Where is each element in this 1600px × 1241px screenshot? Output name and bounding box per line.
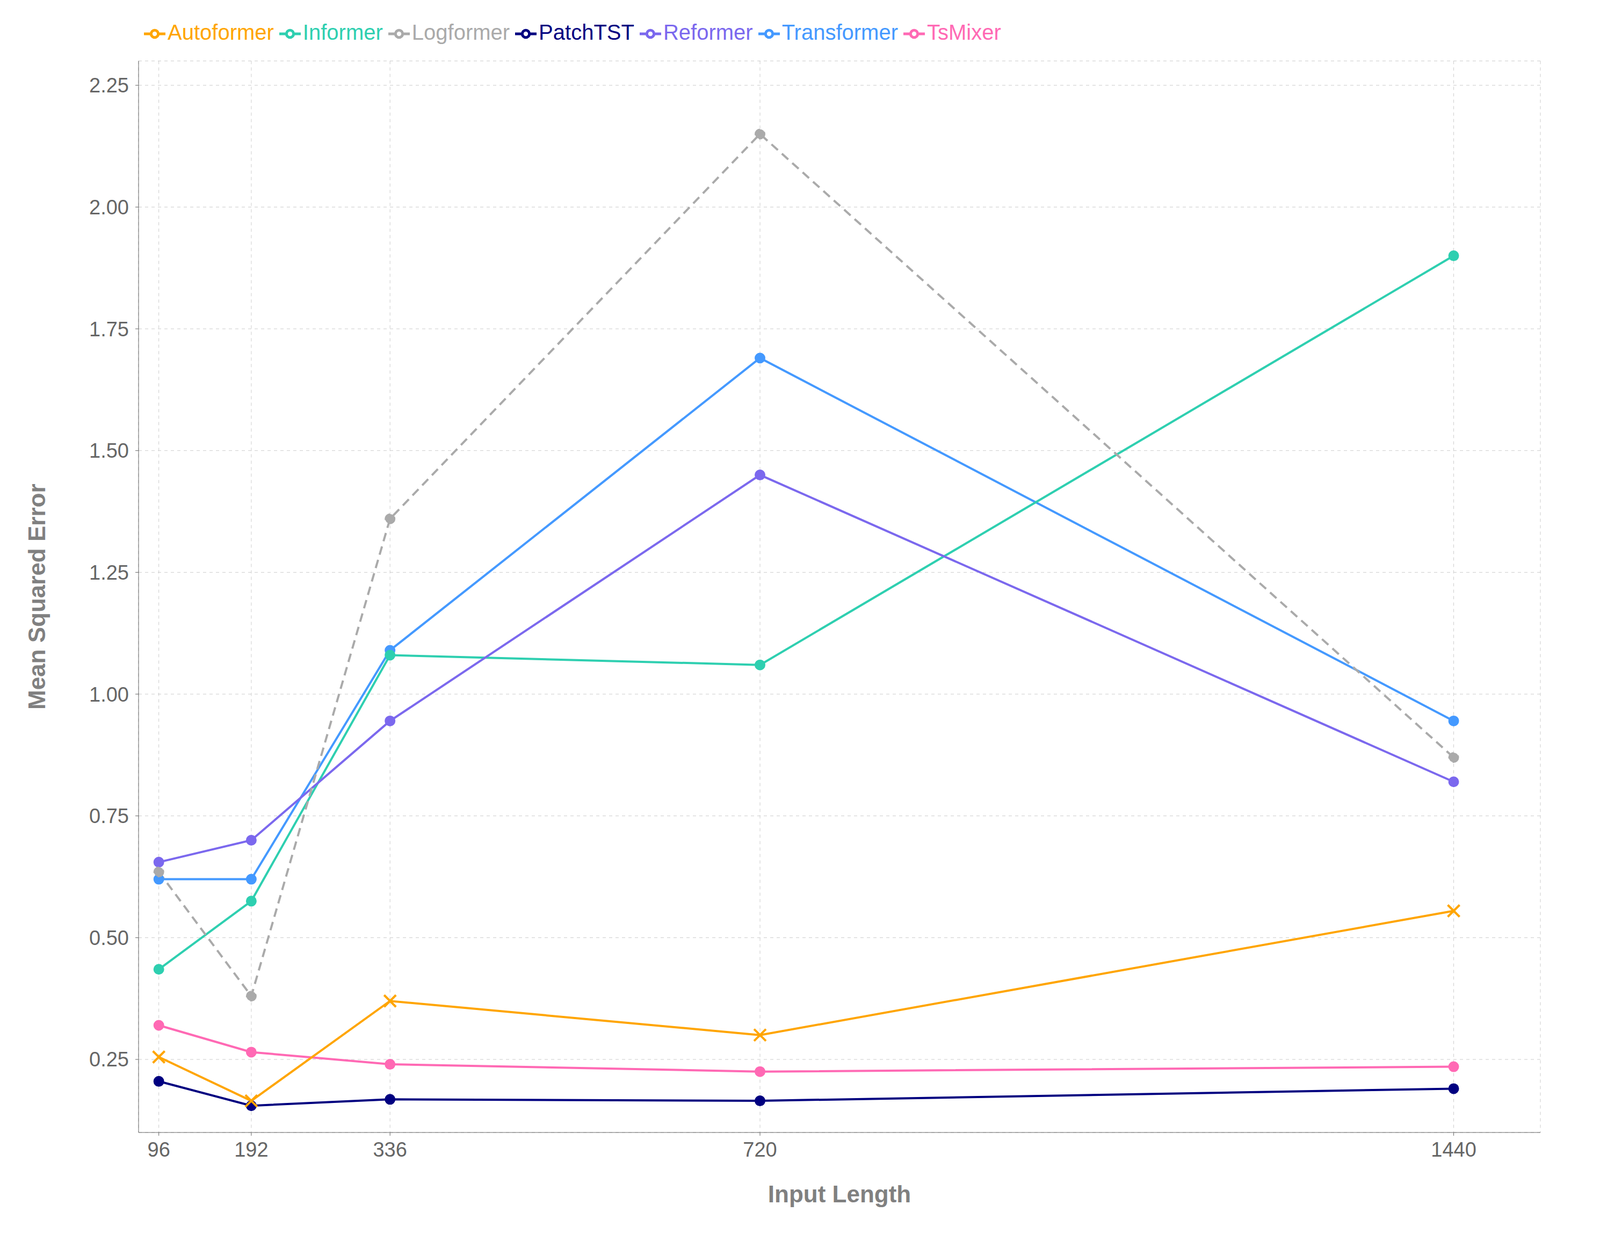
html-text:Autoformer: Autoformer <box>167 20 274 45</box>
svg-text:0.25: 0.25 <box>89 1047 129 1071</box>
svg-text:0.75: 0.75 <box>89 804 129 828</box>
svg-text:1.25: 1.25 <box>89 561 129 584</box>
svg-text:0.50: 0.50 <box>89 926 129 950</box>
svg-text:Mean Squared Error: Mean Squared Error <box>23 483 50 710</box>
html-text:Reformer: Reformer <box>663 20 753 45</box>
svg-text:1440: 1440 <box>1430 1138 1477 1161</box>
svg-text:1.00: 1.00 <box>89 683 129 706</box>
svg-text:2.25: 2.25 <box>89 74 129 97</box>
svg-text:Input Length: Input Length <box>768 1180 911 1207</box>
svg-text:192: 192 <box>234 1138 269 1161</box>
svg-text:1.75: 1.75 <box>89 317 129 341</box>
svg-text:2.00: 2.00 <box>89 196 129 219</box>
svg-text:96: 96 <box>147 1138 171 1161</box>
svg-text:720: 720 <box>742 1138 777 1161</box>
html-text:Informer: Informer <box>302 20 383 45</box>
svg-text:1.50: 1.50 <box>89 439 129 462</box>
html-text:PatchTST: PatchTST <box>538 20 635 45</box>
svg-text:336: 336 <box>372 1138 407 1161</box>
html-text:Logformer: Logformer <box>411 20 510 45</box>
html-text:TsMixer: TsMixer <box>927 20 1002 45</box>
html-text:Transformer: Transformer <box>781 20 899 45</box>
